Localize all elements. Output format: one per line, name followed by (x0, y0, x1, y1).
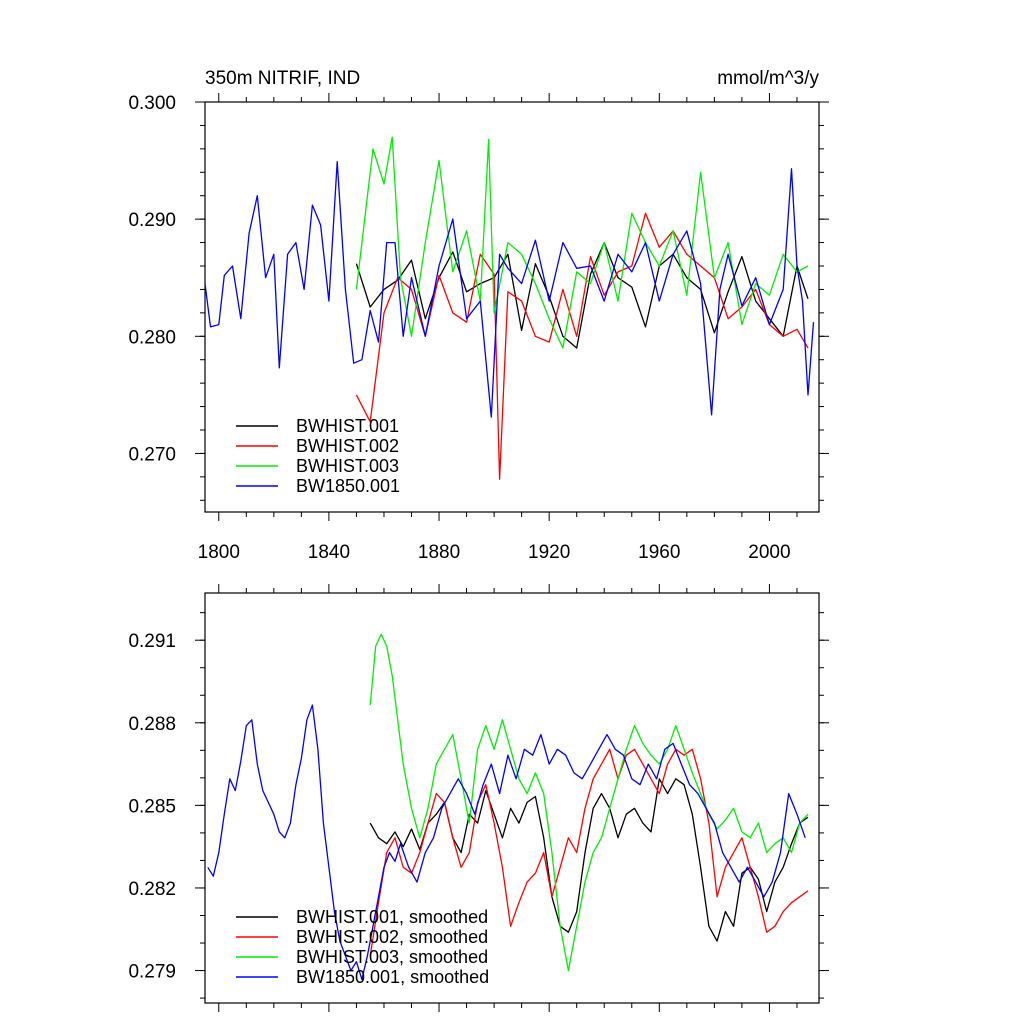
series-line-2 (369, 748, 809, 956)
y-tick-label: 0.291 (128, 631, 176, 652)
series-line-4 (207, 704, 806, 981)
top-axes: 1800 1840 1880 1920 1960 2000 0.270 0.280 0.290 0… (128, 93, 829, 563)
y-tick-label: 0.288 (128, 714, 176, 735)
legend-label: BWHIST.003, smoothed (296, 947, 488, 967)
bottom-panel: 0.279 0.282 0.285 0.288 0.291 BWHIST.001, sm… (128, 584, 829, 1012)
x-tick-label: 1960 (638, 542, 680, 563)
y-tick-label: 0.282 (128, 879, 176, 900)
y-tick-label: 0.285 (128, 796, 176, 817)
bottom-series-group (207, 633, 809, 981)
top-series-group (204, 136, 815, 480)
series-line-1 (369, 778, 809, 942)
x-tick-label: 1800 (198, 542, 240, 563)
top-plot-frame (204, 101, 820, 513)
legend-label: BW1850.001 (296, 476, 400, 496)
legend-label: BWHIST.001, smoothed (296, 907, 488, 927)
y-tick-label: 0.270 (128, 444, 176, 465)
x-tick-label: 1920 (528, 542, 570, 563)
top-title-left: 350m NITRIF, IND (205, 68, 360, 89)
top-panel: 350m NITRIF, IND mmol/m^3/y 1800 1840 1880… (128, 68, 829, 563)
legend-label: BW1850.001, smoothed (296, 967, 489, 987)
legend-label: BWHIST.002, smoothed (296, 927, 488, 947)
legend-label: BWHIST.001 (296, 416, 399, 436)
x-tick-label: 1840 (308, 542, 350, 563)
legend-label: BWHIST.003 (296, 456, 399, 476)
bottom-axes: 0.279 0.282 0.285 0.288 0.291 (128, 584, 829, 1012)
y-tick-label: 0.280 (128, 327, 176, 348)
series-line-4 (204, 161, 815, 418)
y-tick-label: 0.279 (128, 962, 176, 983)
top-title-right: mmol/m^3/y (717, 68, 819, 89)
series-line-3 (369, 633, 809, 972)
legend-label: BWHIST.002 (296, 436, 399, 456)
bottom-plot-frame (204, 592, 820, 1004)
y-tick-label: 0.300 (128, 93, 176, 114)
x-tick-label: 2000 (748, 542, 790, 563)
series-line-3 (355, 136, 809, 349)
series-line-2 (355, 212, 809, 480)
y-tick-label: 0.290 (128, 210, 176, 231)
x-tick-label: 1880 (418, 542, 460, 563)
